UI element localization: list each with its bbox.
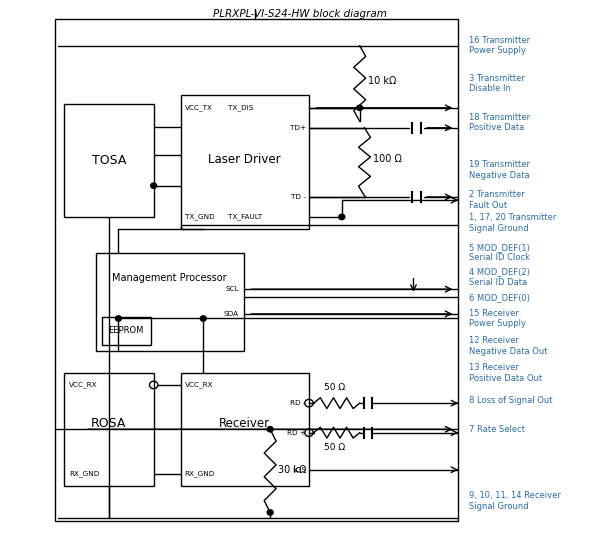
Circle shape (267, 427, 273, 432)
Text: RD +: RD + (287, 430, 306, 435)
Text: 6 MOD_DEF(0): 6 MOD_DEF(0) (469, 293, 530, 302)
Text: 3 Transmitter
Disable In: 3 Transmitter Disable In (469, 74, 525, 93)
Text: 15 Receiver
Power Supply: 15 Receiver Power Supply (469, 309, 526, 328)
Text: 12 Receiver
Negative Data Out: 12 Receiver Negative Data Out (469, 336, 548, 356)
Text: TX_FAULT: TX_FAULT (229, 213, 262, 220)
Text: VCC_RX: VCC_RX (69, 382, 97, 388)
Text: 100 Ω: 100 Ω (373, 154, 402, 164)
Circle shape (267, 510, 273, 515)
Circle shape (357, 105, 363, 111)
Text: TX_GND: TX_GND (185, 213, 214, 220)
FancyBboxPatch shape (181, 96, 309, 229)
Text: SCL: SCL (226, 286, 239, 292)
FancyBboxPatch shape (96, 252, 244, 351)
FancyBboxPatch shape (102, 317, 151, 345)
Text: SDA: SDA (224, 311, 239, 317)
Text: 50 Ω: 50 Ω (324, 383, 345, 393)
Text: RD -: RD - (290, 400, 306, 406)
Text: 9, 10, 11, 14 Receiver
Signal Ground: 9, 10, 11, 14 Receiver Signal Ground (469, 491, 561, 511)
Circle shape (115, 316, 121, 321)
Text: 13 Receiver
Positive Data Out: 13 Receiver Positive Data Out (469, 363, 542, 383)
Text: 10 kΩ: 10 kΩ (368, 76, 397, 86)
Text: 1, 17, 20 Transmitter
Signal Ground: 1, 17, 20 Transmitter Signal Ground (469, 213, 556, 232)
Text: 5 MOD_DEF(1)
Serial ID Clock: 5 MOD_DEF(1) Serial ID Clock (469, 243, 530, 262)
Text: 8 Loss of Signal Out: 8 Loss of Signal Out (469, 395, 553, 405)
Text: 2 Transmitter
Fault Out: 2 Transmitter Fault Out (469, 191, 525, 210)
Text: EEPROM: EEPROM (109, 326, 144, 336)
Circle shape (200, 316, 206, 321)
Text: LOS: LOS (292, 467, 306, 473)
Text: VCC_TX: VCC_TX (185, 104, 213, 111)
Text: 18 Transmitter
Positive Data: 18 Transmitter Positive Data (469, 113, 530, 132)
Text: Laser Driver: Laser Driver (208, 153, 281, 166)
Text: 16 Transmitter
Power Supply: 16 Transmitter Power Supply (469, 36, 530, 55)
Text: 19 Transmitter
Negative Data: 19 Transmitter Negative Data (469, 160, 530, 180)
Text: 4 MOD_DEF(2)
Serial ID Data: 4 MOD_DEF(2) Serial ID Data (469, 267, 530, 287)
Text: TX_DIS: TX_DIS (229, 104, 254, 111)
FancyBboxPatch shape (64, 372, 154, 486)
Text: TD+: TD+ (290, 125, 306, 131)
Text: RX_GND: RX_GND (69, 470, 99, 477)
Text: TOSA: TOSA (92, 154, 126, 167)
Text: 7 Rate Select: 7 Rate Select (469, 425, 525, 434)
Text: VCC_RX: VCC_RX (185, 382, 214, 388)
Text: ROSA: ROSA (91, 417, 127, 430)
Circle shape (339, 214, 345, 219)
Text: Receiver: Receiver (219, 417, 271, 430)
FancyBboxPatch shape (55, 18, 458, 521)
Text: TD -: TD - (291, 194, 306, 200)
Text: 30 kΩ: 30 kΩ (278, 465, 307, 475)
Text: PLRXPL-VI-S24-HW block diagram: PLRXPL-VI-S24-HW block diagram (213, 9, 387, 20)
Text: Management Processor: Management Processor (112, 273, 227, 283)
Text: RX_GND: RX_GND (185, 470, 215, 477)
FancyBboxPatch shape (64, 104, 154, 218)
FancyBboxPatch shape (181, 372, 309, 486)
Text: 50 Ω: 50 Ω (324, 444, 345, 452)
Circle shape (151, 183, 157, 188)
